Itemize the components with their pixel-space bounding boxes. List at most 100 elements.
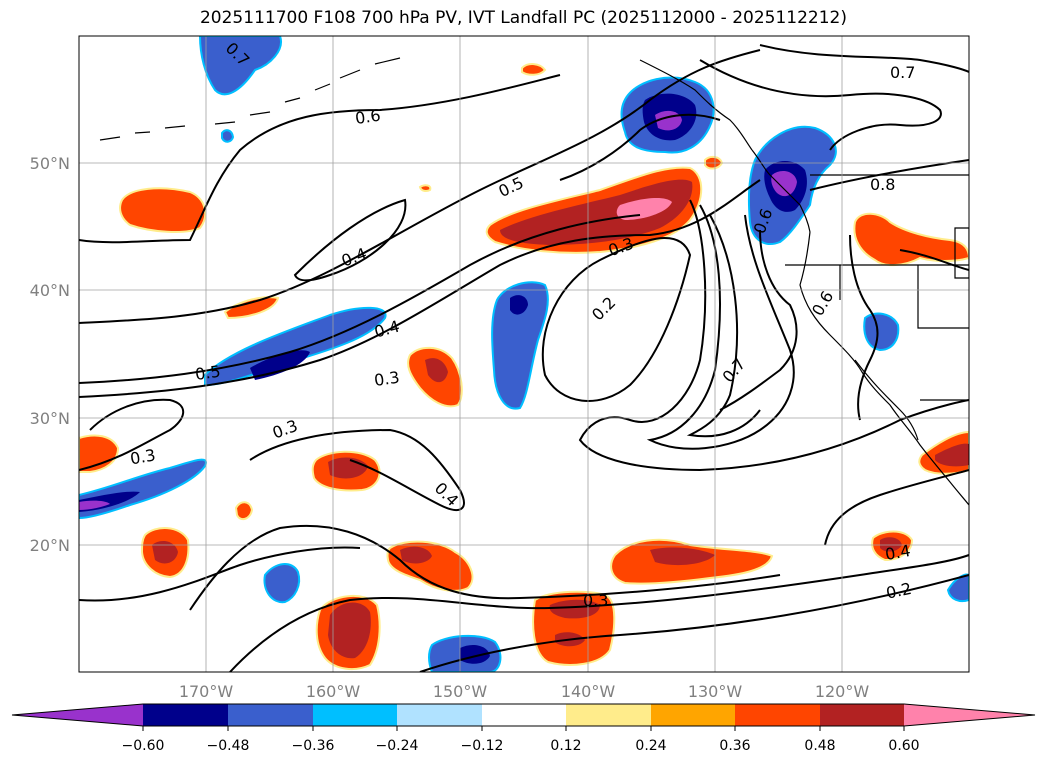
lon-tick-label: 120°W [815, 682, 870, 701]
pos-region-nw-coast [853, 212, 969, 266]
contour-line [578, 199, 969, 472]
neg-peak-left [79, 500, 110, 510]
neg-region-se-edge [946, 573, 969, 603]
pos-core-mexico [935, 443, 969, 467]
contour-line [824, 469, 969, 546]
pos-core-northpac [500, 179, 693, 245]
pos-region-west [119, 187, 207, 233]
colorbar-segment [735, 704, 820, 726]
colorbar-tick-label: −0.48 [207, 738, 250, 754]
contour-line [79, 398, 185, 471]
contour-label: 0.3 [129, 445, 157, 468]
pos-core-s3 [549, 599, 600, 619]
map-title: 2025111700 F108 700 hPa PV, IVT Landfall… [199, 8, 847, 28]
lat-tick-label: 30°N [30, 409, 70, 428]
pos-region-small-a [223, 296, 280, 320]
pos-region-tiny-3 [234, 501, 254, 521]
contour-line [79, 179, 761, 398]
neg-region-small-2 [221, 129, 235, 143]
colorbar-tick-label: −0.36 [292, 738, 335, 754]
lat-tick-label: 20°N [30, 536, 70, 555]
colorbar-tick-label: 0.12 [550, 738, 581, 754]
map-frame [78, 35, 970, 673]
contour-line [699, 59, 942, 151]
colorbar-tick-label: −0.24 [376, 738, 419, 754]
contour-line [189, 524, 781, 611]
colorbar-segment [397, 704, 482, 726]
pos-core-s4 [650, 547, 715, 566]
coastline-bc [751, 149, 811, 233]
contour-line [79, 214, 641, 384]
neg-region-top-left [198, 36, 282, 96]
neg-region-central [491, 281, 549, 410]
colorbar-tick-label: −0.60 [122, 738, 165, 754]
coastline-baja [854, 359, 919, 441]
colorbar: −0.60 −0.48 −0.36 −0.24 −0.12 0.12 0.24 … [11, 703, 1036, 754]
lon-tick-label: 160°W [306, 682, 361, 701]
lon-tick-label: 130°W [688, 682, 743, 701]
contour-line [559, 113, 721, 181]
neg-region-small-1 [263, 563, 301, 604]
map-panel: 0.7 0.6 0.5 0.4 0.5 0.4 0.3 0.3 0.3 0.4 … [79, 36, 969, 672]
colorbar-segment [482, 704, 566, 726]
neg-region-california [863, 312, 900, 352]
contour-label: 0.5 [194, 362, 222, 384]
contour-label: 0.7 [890, 63, 915, 82]
colorbar-tick-labels: −0.60 −0.48 −0.36 −0.24 −0.12 0.12 0.24 … [122, 738, 920, 754]
contour-line [849, 234, 879, 421]
border-states [785, 227, 969, 329]
colorbar-ticks [142, 726, 905, 731]
colorbar-segment [566, 704, 651, 726]
contour-line [899, 249, 969, 271]
colorbar-tick-label: 0.36 [719, 738, 750, 754]
contour-line [79, 49, 761, 324]
colorbar-tick-label: −0.12 [461, 738, 504, 754]
pos-region-tiny-1 [521, 63, 547, 76]
contour-line [229, 554, 969, 672]
colorbar-segment [820, 704, 904, 726]
lon-tick-label: 150°W [433, 682, 488, 701]
colorbar-segment [313, 704, 397, 726]
contour-label: 0.8 [870, 175, 895, 194]
lat-tick-label: 50°N [30, 154, 70, 173]
contour-line [79, 546, 361, 602]
pos-core-sw [152, 540, 178, 564]
lon-tick-label: 140°W [561, 682, 616, 701]
contour-label: 0.6 [354, 106, 382, 128]
contour-line [293, 198, 407, 282]
contour-label: 0.2 [884, 579, 913, 603]
contour-line [249, 428, 465, 511]
contour-line [646, 204, 795, 450]
coastline-aleutians [99, 57, 401, 141]
colorbar-right-extension [904, 704, 1035, 726]
contour-label: 0.3 [373, 368, 401, 390]
negative-peaks [79, 110, 797, 510]
colorbar-segment [143, 704, 228, 726]
colorbar-tick-label: 0.48 [804, 738, 835, 754]
pos-peak-northpac [616, 198, 672, 220]
contour-line [541, 237, 692, 402]
colorbar-tick-label: 0.60 [888, 738, 919, 754]
pos-core-s1 [400, 546, 432, 564]
pos-region-left-edge [79, 434, 120, 473]
coastline-alaska [639, 59, 753, 151]
contour-line [419, 574, 969, 672]
contour-label: 0.3 [583, 591, 608, 610]
contour-line [759, 44, 969, 73]
pos-core-s2 [328, 602, 371, 659]
lon-tick-label: 170°W [179, 682, 234, 701]
pos-core-sub [880, 537, 902, 552]
pos-core-mid [425, 358, 448, 383]
colorbar-left-extension [12, 704, 143, 726]
contour-line [719, 229, 798, 411]
contour-line [686, 214, 761, 438]
neg-peak-pnw [771, 170, 797, 197]
pos-region-tiny-4 [418, 184, 432, 192]
colorbar-segment [651, 704, 735, 726]
neg-core-central [510, 295, 528, 315]
coastlines [99, 57, 969, 506]
contour-lines [79, 44, 969, 672]
gridlines [79, 36, 969, 672]
positive-peaks [616, 198, 672, 220]
